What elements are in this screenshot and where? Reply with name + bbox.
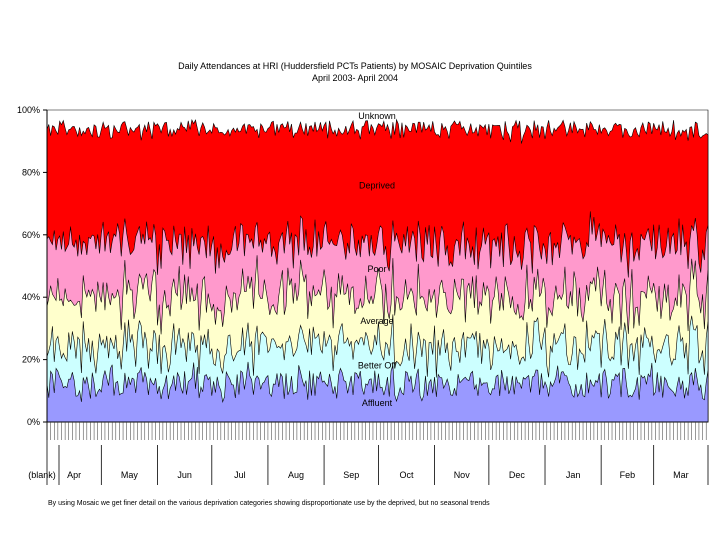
x-category-label: Aug: [288, 470, 304, 480]
series-label-affluent: Affluent: [362, 398, 393, 408]
series-label-unknown: Unknown: [358, 111, 396, 121]
y-tick-label: 100%: [17, 105, 40, 115]
x-category-label: Sep: [343, 470, 359, 480]
y-tick-label: 60%: [22, 230, 40, 240]
chart-title-block: Daily Attendances at HRI (Huddersfield P…: [0, 60, 710, 84]
x-category-label: Dec: [509, 470, 526, 480]
y-tick-label: 0%: [27, 417, 40, 427]
chart-subtitle: April 2003- April 2004: [311, 73, 399, 83]
x-category-label: (blank): [28, 470, 56, 480]
series-label-better-off: Better Off: [358, 360, 397, 370]
y-tick-label: 40%: [22, 292, 40, 302]
x-category-label: Jan: [566, 470, 581, 480]
x-category-label: Jun: [177, 470, 192, 480]
band-affluent: [46, 361, 709, 423]
series-label-average: Average: [360, 316, 393, 326]
x-category-label: Apr: [67, 470, 81, 480]
footnote: By using Mosaic we get finer detail on t…: [48, 500, 490, 507]
series-label-deprived: Deprived: [359, 181, 395, 191]
x-category-label: Jul: [234, 470, 246, 480]
x-category-label: Feb: [620, 470, 636, 480]
series-label-poor: Poor: [367, 264, 386, 274]
x-category-label: Mar: [673, 470, 689, 480]
y-tick-label: 80%: [22, 167, 40, 177]
x-category-label: Nov: [454, 470, 471, 480]
x-category-label: Oct: [399, 470, 414, 480]
chart-title: Daily Attendances at HRI (Huddersfield P…: [178, 61, 532, 71]
y-tick-label: 20%: [22, 355, 40, 365]
x-category-label: May: [121, 470, 139, 480]
